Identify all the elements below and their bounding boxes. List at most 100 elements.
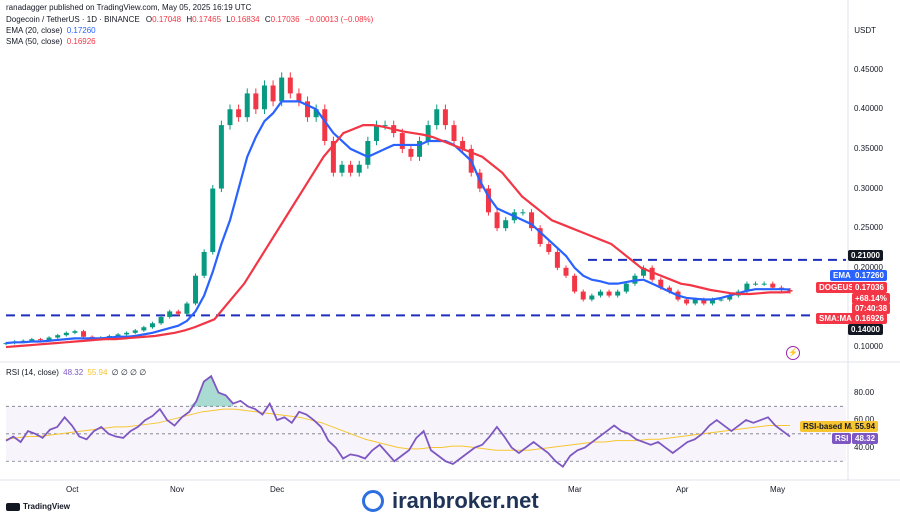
candle-body bbox=[72, 331, 78, 333]
candle-body bbox=[451, 125, 457, 141]
rsi-legend-value: 48.32 bbox=[63, 368, 84, 377]
rsi-overbought-fill bbox=[181, 376, 234, 407]
rsi-ma-legend-value: 55.94 bbox=[87, 368, 108, 377]
candle-body bbox=[727, 295, 733, 300]
candle-body bbox=[149, 323, 155, 328]
candle-body bbox=[615, 291, 621, 296]
tradingview-text: TradingView bbox=[23, 502, 70, 511]
high-value: 0.17465 bbox=[192, 15, 222, 24]
rsi-ma-line bbox=[5, 408, 790, 451]
candle-body bbox=[692, 299, 698, 304]
candle-body bbox=[425, 125, 431, 141]
candle-body bbox=[546, 244, 552, 252]
candle-body bbox=[606, 291, 612, 296]
rsi-tag-value: 48.32 bbox=[852, 433, 879, 444]
candle-body bbox=[279, 77, 285, 102]
candle-body bbox=[537, 228, 543, 245]
candle-body bbox=[417, 140, 423, 157]
time-tick-label: Mar bbox=[568, 485, 582, 494]
candle-body bbox=[666, 287, 672, 292]
candle-body bbox=[761, 283, 767, 285]
price-tick-label: 0.35000 bbox=[854, 143, 883, 153]
candle-body bbox=[167, 311, 173, 317]
candle-body bbox=[373, 125, 379, 141]
price-tick-label: 0.40000 bbox=[854, 104, 883, 114]
rsi-tick-label: 60.00 bbox=[854, 415, 875, 425]
candle-body bbox=[270, 85, 276, 102]
support-tag: 0.14000 bbox=[848, 324, 883, 335]
candle-body bbox=[753, 283, 759, 285]
candle-body bbox=[55, 335, 61, 338]
rsi-tick-label: 80.00 bbox=[854, 387, 875, 397]
rsi-legend-label: RSI (14, close) bbox=[6, 368, 59, 377]
candle-body bbox=[287, 77, 293, 94]
price-tick-label: 0.20000 bbox=[854, 262, 883, 272]
candle-body bbox=[124, 332, 130, 335]
candle-body bbox=[236, 109, 242, 118]
candle-body bbox=[460, 140, 466, 149]
resistance-tag: 0.21000 bbox=[848, 250, 883, 261]
candle-body bbox=[158, 316, 164, 324]
ema-tag-value: 0.17260 bbox=[852, 270, 887, 281]
candle-body bbox=[485, 188, 491, 213]
sma-legend-label: SMA (50, close) bbox=[6, 37, 63, 46]
candle-body bbox=[227, 109, 233, 126]
candle-body bbox=[442, 109, 448, 126]
candle-body bbox=[348, 164, 354, 173]
publisher-line: ranadagger published on TradingView.com,… bbox=[6, 3, 252, 12]
rsi-ma-tag-value: 55.94 bbox=[852, 421, 879, 432]
candle-body bbox=[356, 164, 362, 173]
candle-body bbox=[210, 188, 216, 252]
ema-line bbox=[5, 100, 791, 345]
time-tick-label: Dec bbox=[270, 485, 285, 494]
sma-line bbox=[5, 124, 791, 349]
high-label: H bbox=[186, 15, 193, 24]
sma-legend-value: 0.16926 bbox=[66, 37, 96, 46]
candle-body bbox=[253, 93, 259, 110]
candle-body bbox=[597, 291, 603, 296]
candle-body bbox=[365, 140, 371, 165]
sma-tag-value: 0.16926 bbox=[852, 313, 887, 324]
ema-tag-label: EMA bbox=[830, 270, 854, 281]
candle-body bbox=[623, 283, 629, 292]
tradingview-logo[interactable]: TradingView bbox=[6, 502, 70, 511]
candle-body bbox=[81, 331, 87, 337]
candle-body bbox=[201, 251, 207, 276]
symbol-tag-label: DOGEUSDT bbox=[816, 282, 868, 293]
candle-body bbox=[503, 220, 509, 229]
candle-body bbox=[580, 291, 586, 300]
rsi-legend: RSI (14, close) 48.32 55.94 ∅ ∅ ∅ ∅ bbox=[6, 368, 146, 378]
candle-body bbox=[261, 85, 267, 110]
candle-body bbox=[408, 148, 414, 157]
ema-legend-value: 0.17260 bbox=[66, 26, 96, 35]
lightning-icon[interactable]: ⚡ bbox=[786, 346, 800, 360]
candle-body bbox=[382, 125, 388, 127]
candle-body bbox=[313, 109, 319, 118]
rsi-legend-extra: ∅ ∅ ∅ ∅ bbox=[111, 368, 147, 377]
open-label: O bbox=[145, 15, 153, 24]
price-tick-label: 0.45000 bbox=[854, 64, 883, 74]
low-value: 0.16834 bbox=[230, 15, 260, 24]
candle-body bbox=[434, 109, 440, 126]
candle-body bbox=[787, 290, 793, 292]
symbol-title: Dogecoin / TetherUS · 1D · BINANCE bbox=[6, 15, 140, 24]
rsi-line bbox=[5, 374, 791, 469]
bar-timer-tag: 07:40:38 bbox=[852, 303, 891, 314]
candle-body bbox=[494, 212, 500, 229]
candle-body bbox=[218, 125, 224, 189]
price-tick-label: 0.10000 bbox=[854, 342, 883, 352]
tradingview-icon bbox=[6, 502, 20, 511]
candle-body bbox=[744, 283, 750, 292]
candle-body bbox=[330, 140, 336, 173]
candle-body bbox=[3, 343, 9, 345]
watermark: iranbroker.net bbox=[362, 488, 539, 514]
currency-label: USDT bbox=[854, 26, 876, 35]
price-tick-label: 0.30000 bbox=[854, 183, 883, 193]
candle-body bbox=[563, 267, 569, 276]
candle-body bbox=[63, 332, 69, 336]
candle-body bbox=[701, 299, 707, 304]
open-value: 0.17048 bbox=[152, 15, 182, 24]
candle-body bbox=[572, 275, 578, 292]
candle-body bbox=[29, 339, 35, 341]
